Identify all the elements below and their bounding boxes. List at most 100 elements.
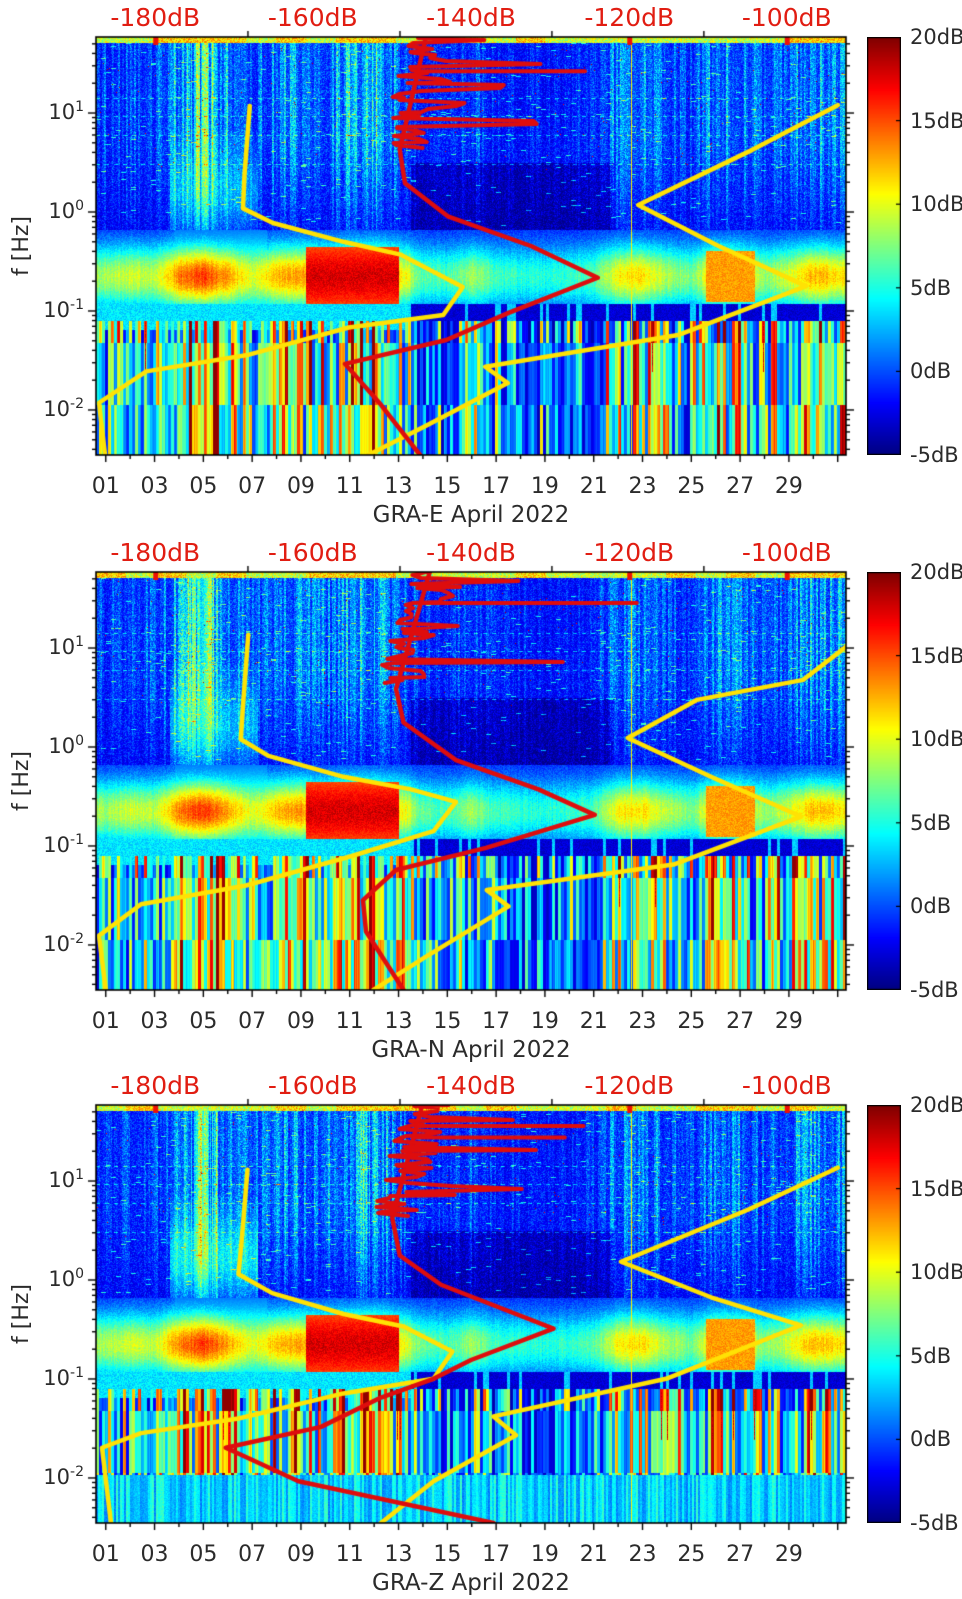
x-tick-label: 17 <box>482 1542 511 1567</box>
y-tick-label: 100 <box>48 1266 84 1292</box>
top-axis-db-label: -160dB <box>267 3 358 32</box>
y-tick-label: 10-1 <box>43 297 84 323</box>
colorbar-tick-label: 20dB <box>910 1093 962 1117</box>
colorbar-canvas <box>867 1105 901 1523</box>
x-tick-label: 07 <box>238 1009 267 1034</box>
top-axis-db-label: -100dB <box>741 1071 832 1100</box>
x-tick-label: 03 <box>140 1542 169 1567</box>
x-tick-label: 29 <box>774 1009 803 1034</box>
colorbar-tick-label: 20dB <box>910 560 962 584</box>
x-tick-label: 23 <box>628 1009 657 1034</box>
colorbar-tick-label: 5dB <box>910 1343 952 1368</box>
x-tick-label: 09 <box>286 1542 315 1567</box>
top-axis-db-label: -100dB <box>741 3 832 32</box>
x-tick-label: 05 <box>189 474 218 499</box>
y-tick-label: 10-2 <box>43 395 84 421</box>
x-tick-label: 13 <box>384 474 413 499</box>
colorbar-tick-label: 15dB <box>910 643 962 668</box>
top-axis-db-label: -180dB <box>110 1071 201 1100</box>
x-tick-label: 09 <box>286 474 315 499</box>
y-tick-label: 100 <box>48 198 84 224</box>
colorbar-tick-label: 0dB <box>910 894 952 919</box>
colorbar-tick-label: 5dB <box>910 275 952 300</box>
x-tick-label: 27 <box>726 1542 755 1567</box>
x-tick-label: 15 <box>433 1542 462 1567</box>
x-tick-label: 03 <box>140 474 169 499</box>
top-axis-db-label: -120dB <box>584 1071 675 1100</box>
x-tick-label: 15 <box>433 1009 462 1034</box>
x-tick-label: 21 <box>579 1009 608 1034</box>
colorbar-tick-label: 0dB <box>910 359 952 384</box>
x-tick-label: 25 <box>677 1009 706 1034</box>
colorbar-tick-label: 10dB <box>910 727 962 752</box>
y-tick-label: 101 <box>48 99 84 125</box>
x-tick-label: 19 <box>530 1009 559 1034</box>
y-tick-label: 10-2 <box>43 1463 84 1489</box>
top-axis-db-label: -160dB <box>267 538 358 567</box>
colorbar-canvas <box>867 37 901 455</box>
colorbar-canvas <box>867 572 901 990</box>
top-axis-db-label: -100dB <box>741 538 832 567</box>
y-tick-label: 10-2 <box>43 930 84 956</box>
top-axis-db-label: -160dB <box>267 1071 358 1100</box>
top-axis-db-label: -180dB <box>110 538 201 567</box>
top-axis-db-label: -120dB <box>584 538 675 567</box>
x-tick-label: 23 <box>628 1542 657 1567</box>
y-tick-label: 10-1 <box>43 832 84 858</box>
x-tick-label: 01 <box>91 1542 120 1567</box>
x-tick-label: 11 <box>335 1009 364 1034</box>
colorbar-tick-label: 5dB <box>910 810 952 835</box>
top-axis-db-label: -180dB <box>110 3 201 32</box>
top-axis-db-label: -140dB <box>426 538 516 567</box>
x-tick-label: 11 <box>335 1542 364 1567</box>
top-axis-db-label: -140dB <box>426 1071 516 1100</box>
x-tick-label: 13 <box>384 1009 413 1034</box>
colorbar-tick-label: 10dB <box>910 192 962 217</box>
x-tick-label: 25 <box>677 1542 706 1567</box>
x-tick-label: 05 <box>189 1009 218 1034</box>
axes-frame <box>0 562 962 1004</box>
x-tick-label: 15 <box>433 474 462 499</box>
x-tick-label: 07 <box>238 1542 267 1567</box>
y-tick-label: 100 <box>48 733 84 759</box>
top-axis-db-label: -140dB <box>426 3 516 32</box>
x-tick-label: 29 <box>774 1542 803 1567</box>
x-tick-label: 17 <box>482 474 511 499</box>
colorbar-tick-label: 0dB <box>910 1427 952 1452</box>
colorbar-tick-label: -5dB <box>910 1511 959 1535</box>
x-tick-label: 11 <box>335 474 364 499</box>
x-tick-label: 21 <box>579 474 608 499</box>
x-tick-label: 19 <box>530 474 559 499</box>
colorbar-tick-label: 15dB <box>910 108 962 133</box>
panel-title: GRA-E April 2022 <box>372 502 570 528</box>
panel-title: GRA-N April 2022 <box>371 1037 571 1063</box>
x-tick-label: 07 <box>238 474 267 499</box>
x-tick-label: 01 <box>91 474 120 499</box>
axes-frame <box>0 1095 962 1537</box>
x-tick-label: 05 <box>189 1542 218 1567</box>
x-tick-label: 03 <box>140 1009 169 1034</box>
y-tick-label: 10-1 <box>43 1365 84 1391</box>
x-tick-label: 13 <box>384 1542 413 1567</box>
axes-frame <box>0 27 962 469</box>
x-tick-label: 29 <box>774 474 803 499</box>
x-tick-label: 27 <box>726 474 755 499</box>
x-tick-label: 09 <box>286 1009 315 1034</box>
colorbar-tick-label: -5dB <box>910 443 959 467</box>
x-tick-label: 17 <box>482 1009 511 1034</box>
x-tick-label: 27 <box>726 1009 755 1034</box>
colorbar-tick-label: 10dB <box>910 1260 962 1285</box>
top-axis-db-label: -120dB <box>584 3 675 32</box>
panel-title: GRA-Z April 2022 <box>372 1570 570 1596</box>
x-tick-label: 19 <box>530 1542 559 1567</box>
colorbar-tick-label: 15dB <box>910 1176 962 1201</box>
y-tick-label: 101 <box>48 634 84 660</box>
y-tick-label: 101 <box>48 1167 84 1193</box>
x-tick-label: 23 <box>628 474 657 499</box>
x-tick-label: 21 <box>579 1542 608 1567</box>
colorbar-tick-label: -5dB <box>910 978 959 1002</box>
colorbar-tick-label: 20dB <box>910 25 962 49</box>
x-tick-label: 01 <box>91 1009 120 1034</box>
x-tick-label: 25 <box>677 474 706 499</box>
